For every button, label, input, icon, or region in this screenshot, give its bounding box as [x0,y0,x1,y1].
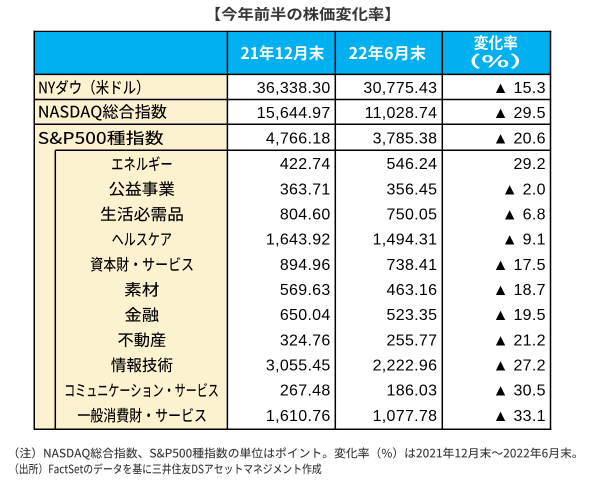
svg-text:523.35: 523.35 [387,307,438,324]
svg-text:569.63: 569.63 [280,282,331,299]
svg-text:4,766.18: 4,766.18 [266,130,331,147]
svg-text:750.05: 750.05 [387,207,438,224]
svg-text:356.45: 356.45 [387,181,438,198]
svg-text:894.96: 894.96 [280,257,331,274]
svg-text:36,338.30: 36,338.30 [257,80,331,97]
svg-text:30,775.43: 30,775.43 [363,80,437,97]
svg-text:3,785.38: 3,785.38 [373,130,438,147]
svg-text:11,028.74: 11,028.74 [365,105,438,122]
svg-text:255.77: 255.77 [387,332,438,349]
svg-text:267.48: 267.48 [280,383,331,400]
svg-text:463.16: 463.16 [387,282,438,299]
svg-text:15,644.97: 15,644.97 [257,105,331,122]
svg-text:546.24: 546.24 [387,156,438,173]
svg-text:2,222.96: 2,222.96 [373,358,438,375]
svg-text:▲ 33.1: ▲ 33.1 [493,408,546,425]
svg-text:422.74: 422.74 [280,156,331,173]
svg-text:▲ 17.5: ▲ 17.5 [493,257,546,274]
svg-text:▲ 21.2: ▲ 21.2 [493,332,546,349]
svg-text:29.2: 29.2 [513,156,545,173]
svg-text:363.71: 363.71 [280,181,331,198]
svg-text:▲ 19.5: ▲ 19.5 [493,307,546,324]
svg-text:▲ 18.7: ▲ 18.7 [493,282,546,299]
svg-text:▲ 27.2: ▲ 27.2 [493,358,546,375]
svg-text:▲ 9.1: ▲ 9.1 [502,232,546,249]
svg-text:3,055.45: 3,055.45 [266,358,331,375]
svg-text:▲ 20.6: ▲ 20.6 [493,130,546,147]
svg-text:186.03: 186.03 [387,383,438,400]
svg-text:1,643.92: 1,643.92 [266,232,331,249]
svg-text:738.41: 738.41 [387,257,438,274]
svg-text:1,610.76: 1,610.76 [266,408,331,425]
svg-text:1,494.31: 1,494.31 [373,232,438,249]
svg-text:▲ 29.5: ▲ 29.5 [493,105,546,122]
svg-text:1,077.78: 1,077.78 [373,408,438,425]
svg-text:▲ 30.5: ▲ 30.5 [493,383,546,400]
svg-text:▲ 2.0: ▲ 2.0 [502,181,546,198]
svg-text:324.76: 324.76 [280,332,331,349]
svg-text:650.04: 650.04 [280,307,331,324]
svg-text:▲ 15.3: ▲ 15.3 [493,80,546,97]
svg-text:804.60: 804.60 [280,207,331,224]
svg-text:▲ 6.8: ▲ 6.8 [502,207,546,224]
